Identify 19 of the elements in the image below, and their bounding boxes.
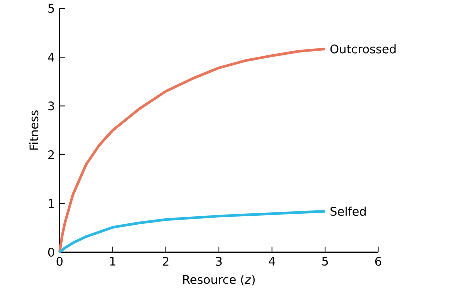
series-label: Selfed <box>330 207 366 216</box>
x-tick-label: 1 <box>110 257 116 266</box>
x-tick-label: 6 <box>376 257 382 266</box>
y-tick-label: 1 <box>48 200 54 208</box>
y-tick-label: 0 <box>48 248 54 258</box>
line-series <box>58 48 327 254</box>
series-label: Outcrossed <box>330 44 396 54</box>
y-tick-label: 2 <box>48 150 54 160</box>
x-tick-label: 3 <box>216 257 222 266</box>
x-axis-title: Resource (z) <box>183 275 255 286</box>
y-tick-label: 4 <box>48 53 55 62</box>
x-tick-label: 5 <box>322 257 328 266</box>
x-tick-label: 0 <box>56 257 63 266</box>
y-axis-title: Fitness <box>29 110 39 150</box>
line-series <box>58 210 327 254</box>
y-tick-label: 5 <box>48 4 54 14</box>
x-tick-label: 2 <box>163 257 169 266</box>
y-tick-label: 3 <box>48 102 54 111</box>
x-tick-label: 4 <box>269 257 276 266</box>
